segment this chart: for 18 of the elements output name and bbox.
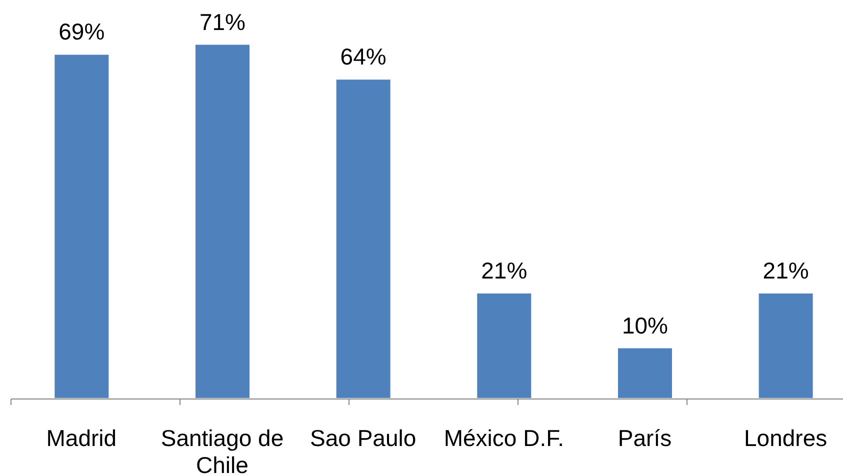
bar	[336, 80, 390, 398]
x-tick-label: México D.F.	[444, 425, 564, 451]
x-tick-label: Santiago de Chile	[160, 425, 284, 476]
data-label: 10%	[622, 312, 668, 338]
data-label: 21%	[481, 258, 528, 284]
x-tick-label: Londres	[744, 425, 828, 451]
bar	[618, 348, 672, 398]
bar	[758, 294, 813, 398]
x-tick-label: Sao Paulo	[310, 425, 416, 451]
x-tick-label: Madrid	[46, 425, 117, 451]
data-label: 64%	[340, 44, 386, 70]
bar	[477, 294, 532, 398]
data-label: 71%	[199, 8, 246, 35]
data-label: 69%	[58, 18, 105, 45]
bar	[195, 44, 250, 398]
x-tick-label: París	[618, 425, 672, 451]
bar	[54, 54, 109, 398]
data-label: 21%	[762, 258, 809, 284]
